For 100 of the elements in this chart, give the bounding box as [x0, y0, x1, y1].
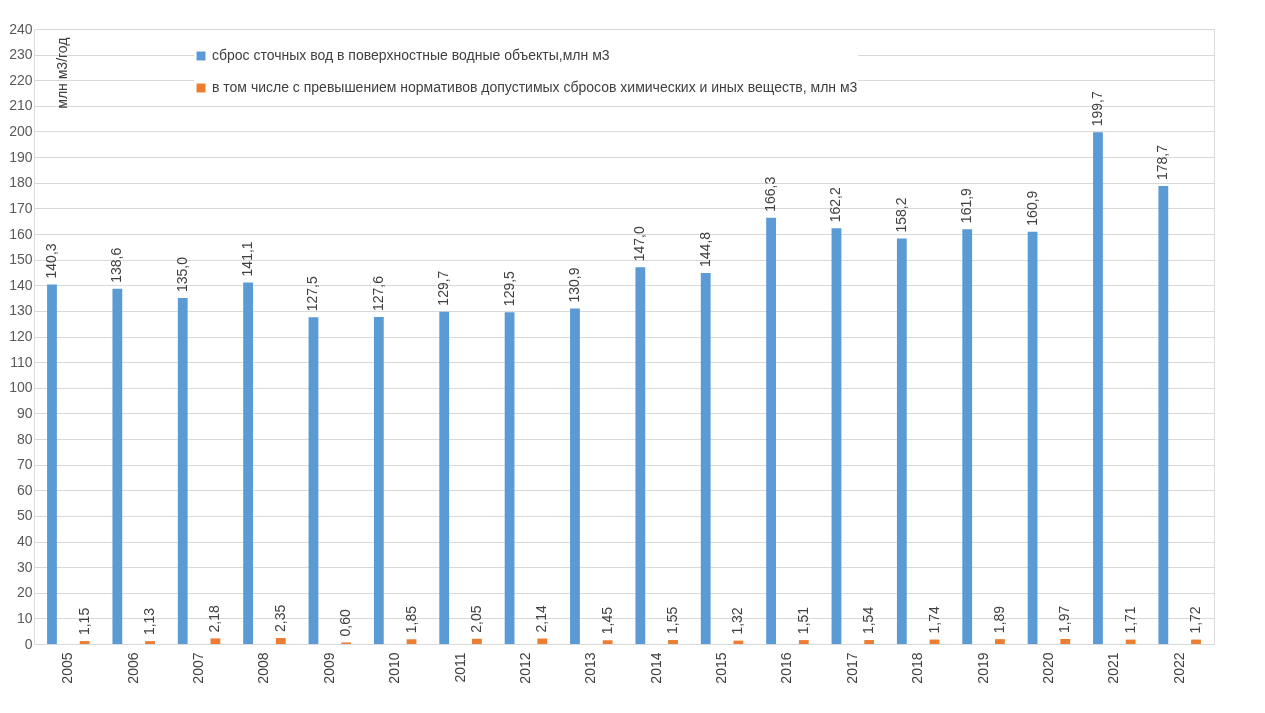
x-tick-label: 2008 [255, 652, 272, 684]
data-label: 1,45 [598, 606, 615, 635]
data-label: 199,7 [1088, 91, 1105, 127]
data-label: 160,9 [1023, 190, 1040, 226]
bar [1060, 638, 1071, 644]
data-label: 161,9 [958, 187, 975, 224]
bar [962, 229, 973, 644]
data-label: 130,9 [565, 267, 582, 303]
y-tick-label: 160 [9, 225, 33, 242]
y-tick-label: 0 [24, 635, 33, 652]
data-label: 162,2 [827, 187, 844, 223]
bar [472, 638, 482, 644]
bar [275, 637, 286, 644]
data-label: 158,2 [892, 197, 909, 233]
data-label: 2,35 [271, 604, 288, 632]
y-tick-label: 100 [9, 379, 33, 396]
x-tick-label: 2015 [713, 652, 730, 684]
y-tick-label: 190 [9, 148, 33, 165]
y-tick-label: 20 [16, 584, 33, 601]
data-label: 0,60 [337, 609, 354, 637]
x-tick-label: 2005 [59, 652, 76, 684]
x-tick-label: 2021 [1105, 652, 1122, 684]
bar [864, 640, 875, 644]
bar [145, 641, 155, 644]
data-label: 1,32 [729, 607, 746, 635]
bar [373, 317, 384, 644]
x-tick-label: 2012 [516, 652, 533, 684]
data-label: 1,55 [664, 606, 681, 635]
bar [1093, 132, 1103, 644]
bar [798, 640, 809, 644]
legend-label: сброс сточных вод в поверхностные водные объекты,млн м3 [212, 47, 610, 63]
bar [668, 640, 678, 644]
data-label: 1,13 [141, 607, 158, 636]
x-tick-label: 2020 [1039, 652, 1056, 684]
y-tick-label: 140 [9, 276, 33, 293]
y-axis-title: млн м3/год [53, 37, 70, 109]
bar [210, 638, 221, 644]
y-tick-label: 130 [9, 302, 33, 319]
x-tick-label: 2022 [1170, 652, 1187, 684]
data-label: 2,18 [206, 604, 223, 633]
y-tick-label: 30 [16, 558, 33, 575]
y-tick-label: 220 [9, 71, 33, 88]
x-tick-label: 2009 [320, 652, 337, 684]
bar [504, 312, 515, 644]
bar [570, 308, 580, 644]
x-tick-label: 2018 [909, 652, 926, 684]
data-label: 1,85 [402, 605, 419, 634]
x-tick-label: 2016 [778, 652, 795, 684]
y-tick-label: 180 [9, 174, 33, 191]
data-label: 2,14 [533, 605, 550, 633]
data-label: 166,3 [762, 176, 779, 212]
x-tick-label: 2014 [647, 652, 664, 684]
bar [1125, 639, 1136, 644]
data-label: 178,7 [1154, 144, 1171, 181]
bar [79, 641, 90, 644]
y-tick-label: 70 [16, 456, 33, 473]
bar [1191, 639, 1201, 644]
data-label: 1,89 [990, 605, 1007, 634]
data-label: 144,8 [696, 231, 713, 267]
y-tick-label: 240 [9, 20, 33, 37]
y-tick-label: 50 [16, 507, 33, 524]
bar [47, 284, 57, 644]
bar [831, 228, 842, 644]
data-label: 129,7 [435, 270, 452, 306]
x-tick-label: 2011 [451, 652, 468, 683]
y-tick-label: 200 [9, 123, 33, 139]
data-label: 1,54 [860, 606, 877, 635]
data-label: 1,71 [1121, 606, 1138, 634]
data-label: 135,0 [173, 256, 190, 293]
bar [700, 272, 711, 644]
y-tick-label: 90 [16, 404, 33, 421]
bar [537, 638, 548, 644]
bar [1158, 186, 1169, 644]
legend-label: в том числе с превышением нормативов допустимых сбросов химических и иных веществ, млн м3 [212, 79, 858, 95]
y-tick-label: 210 [9, 97, 33, 114]
data-label: 1,74 [925, 606, 942, 634]
y-tick-label: 110 [10, 353, 33, 370]
data-label: 1,72 [1187, 606, 1204, 634]
y-tick-label: 120 [9, 328, 33, 344]
data-label: 127,6 [369, 275, 386, 312]
bar [995, 639, 1005, 644]
bar [308, 317, 319, 644]
y-tick-label: 10 [16, 609, 33, 626]
bar [112, 288, 123, 644]
x-tick-label: 2019 [974, 652, 991, 684]
data-label: 1,15 [75, 607, 92, 636]
data-label: 127,5 [304, 276, 321, 312]
y-tick-label: 80 [16, 430, 33, 447]
bar [177, 298, 188, 644]
bar [896, 238, 907, 644]
y-tick-label: 150 [9, 251, 33, 268]
bar [635, 267, 646, 644]
data-label: 141,1 [239, 241, 256, 277]
data-label: 129,5 [500, 270, 517, 307]
bar [243, 282, 253, 644]
bar [1027, 231, 1038, 644]
data-label: 1,51 [794, 606, 811, 635]
x-tick-label: 2007 [190, 652, 207, 684]
bar [439, 311, 450, 644]
x-tick-label: 2006 [124, 652, 141, 684]
